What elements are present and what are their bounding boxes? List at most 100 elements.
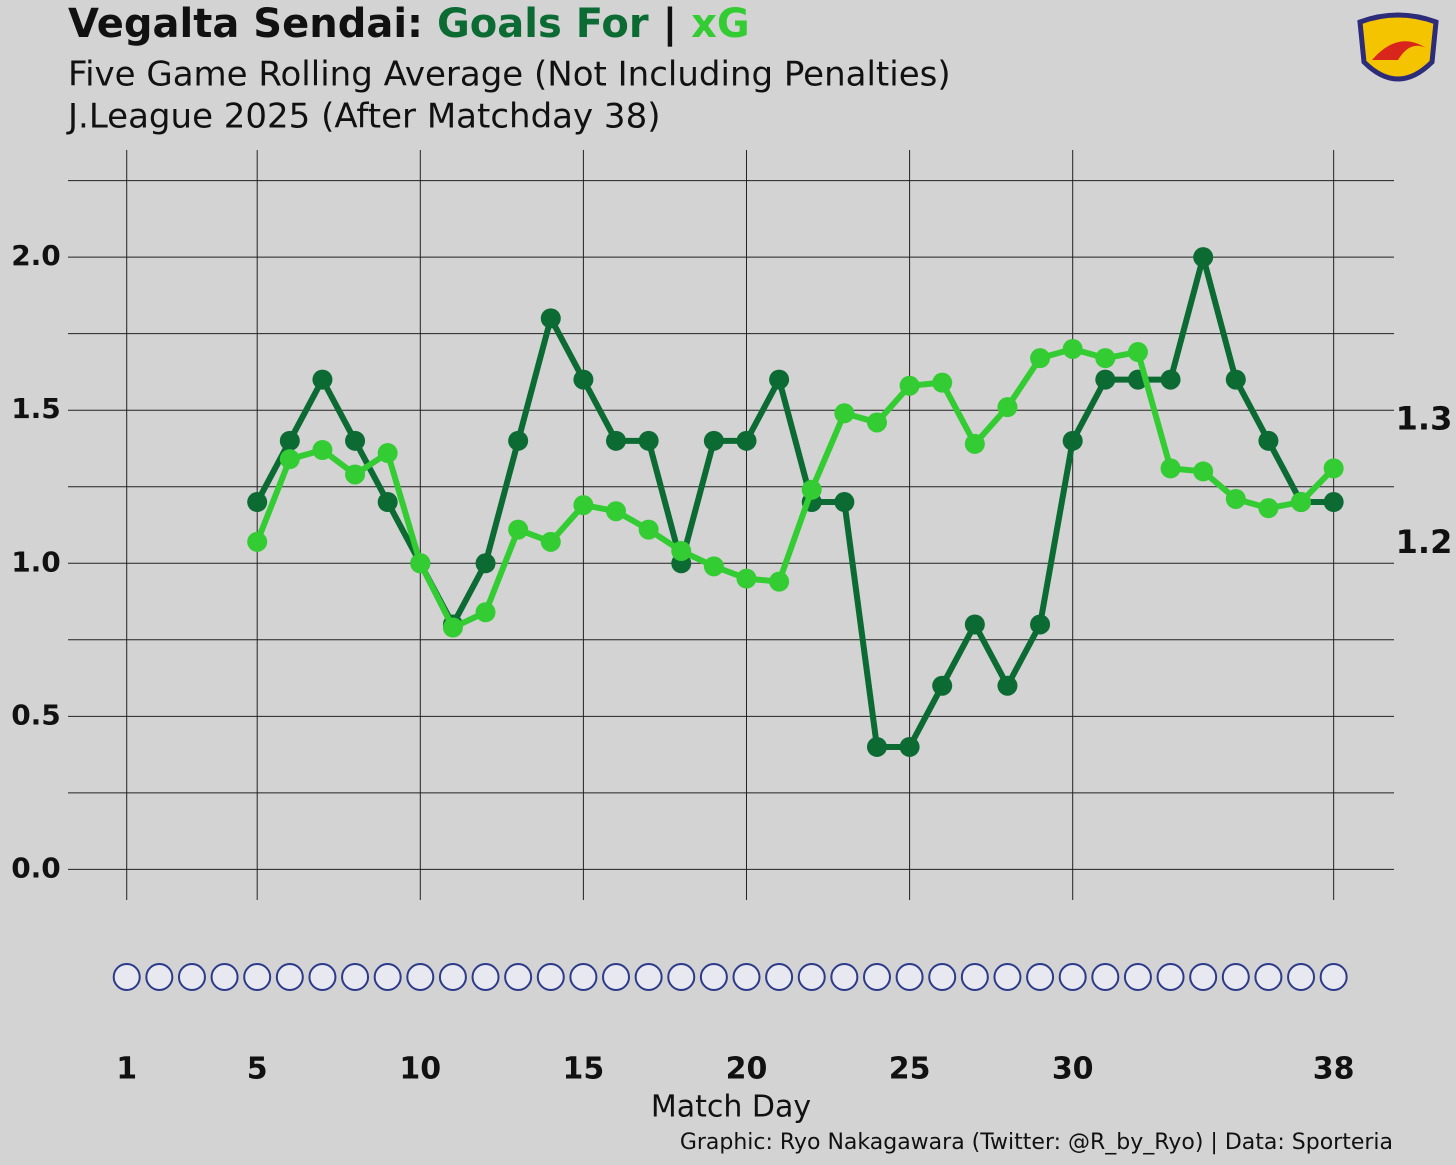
data-point [1323, 492, 1344, 513]
data-point [1062, 430, 1083, 451]
data-point [1095, 369, 1116, 390]
legend-xg: xG [691, 1, 750, 47]
opponent-badge [243, 963, 272, 991]
data-point [540, 308, 561, 329]
data-point [1095, 348, 1116, 369]
opponent-badge [438, 963, 467, 991]
logo-bird [1372, 41, 1426, 60]
opponent-badge [1123, 963, 1152, 991]
data-point [1258, 498, 1279, 519]
opponent-badge [308, 963, 337, 991]
data-point [508, 430, 529, 451]
opponent-badge [634, 963, 663, 991]
data-point [410, 553, 431, 574]
opponent-badge [895, 963, 924, 991]
data-point [997, 397, 1018, 418]
x-tick-label: 1 [116, 1052, 137, 1087]
opponent-badge [862, 963, 891, 991]
opponent-badge [1254, 963, 1283, 991]
title-prefix: Vegalta Sendai: [68, 1, 423, 47]
data-point [475, 602, 496, 623]
opponent-badge [797, 963, 826, 991]
opponent-badge [210, 963, 239, 991]
opponent-badge [732, 963, 761, 991]
data-point [377, 443, 398, 464]
opponent-badge [1189, 963, 1218, 991]
opponent-badge [275, 963, 304, 991]
data-point [377, 492, 398, 513]
opponent-badge [602, 963, 631, 991]
x-tick-label: 38 [1313, 1052, 1355, 1087]
opponent-badge [960, 963, 989, 991]
opponent-badge [341, 963, 370, 991]
x-tick-label: 20 [726, 1052, 768, 1087]
opponent-badge [1091, 963, 1120, 991]
end-label: 1.3 [1396, 399, 1453, 437]
data-point [279, 449, 300, 470]
opponent-badge [373, 963, 402, 991]
opponent-badge [830, 963, 859, 991]
opponent-badge [504, 963, 533, 991]
opponent-badge [1287, 963, 1316, 991]
data-point [312, 440, 333, 460]
x-axis-label: Match Day [651, 1090, 811, 1125]
caption: Graphic: Ryo Nakagawara (Twitter: @R_by_… [680, 1130, 1393, 1155]
data-point [573, 495, 594, 516]
data-point [345, 464, 366, 485]
opponent-badge [536, 963, 565, 991]
data-point [964, 433, 985, 454]
opponent-badge [471, 963, 500, 991]
data-point [866, 736, 887, 757]
subtitle: Five Game Rolling Average (Not Including… [68, 55, 951, 95]
opponent-badge [1319, 963, 1348, 991]
data-point [1193, 461, 1214, 482]
data-point [769, 571, 790, 592]
data-point [997, 675, 1018, 696]
data-point [345, 430, 366, 451]
x-tick-label: 30 [1052, 1052, 1094, 1087]
data-point [736, 568, 757, 589]
end-label: 1.2 [1396, 523, 1453, 561]
x-tick-label: 5 [247, 1052, 268, 1087]
data-point [1160, 458, 1181, 479]
data-point [312, 369, 333, 390]
y-tick-label: 0.0 [11, 851, 61, 884]
data-point [247, 531, 268, 552]
y-tick-label: 1.5 [11, 392, 61, 425]
opponent-badge [406, 963, 435, 991]
data-point [1193, 247, 1214, 268]
data-point [899, 375, 920, 396]
data-point [606, 430, 627, 451]
data-point [1062, 338, 1083, 359]
data-point [932, 372, 953, 393]
data-point [1258, 430, 1279, 451]
data-point [1160, 369, 1181, 390]
x-tick-label: 10 [399, 1052, 441, 1087]
data-point [866, 412, 887, 433]
opponent-badge [112, 963, 141, 991]
data-point [1030, 614, 1051, 635]
opponent-badge [569, 963, 598, 991]
opponent-badge [993, 963, 1022, 991]
chart-title: Vegalta Sendai: Goals For | xG [68, 1, 750, 48]
data-point [606, 501, 627, 522]
data-point [834, 403, 855, 424]
data-point [638, 430, 659, 451]
data-point [801, 479, 822, 500]
legend-goals: Goals For [437, 1, 649, 47]
opponent-badge [145, 963, 174, 991]
data-point [1030, 348, 1051, 369]
y-tick-label: 1.0 [11, 545, 61, 578]
y-tick-label: 0.5 [11, 698, 61, 731]
opponent-badge [1221, 963, 1250, 991]
data-point [703, 430, 724, 451]
club-logo [1357, 12, 1439, 82]
opponent-badge [928, 963, 957, 991]
opponent-badge [765, 963, 794, 991]
data-point [475, 553, 496, 574]
data-point [442, 617, 463, 638]
data-point [834, 492, 855, 513]
data-point [899, 736, 920, 757]
opponent-badge [1026, 963, 1055, 991]
